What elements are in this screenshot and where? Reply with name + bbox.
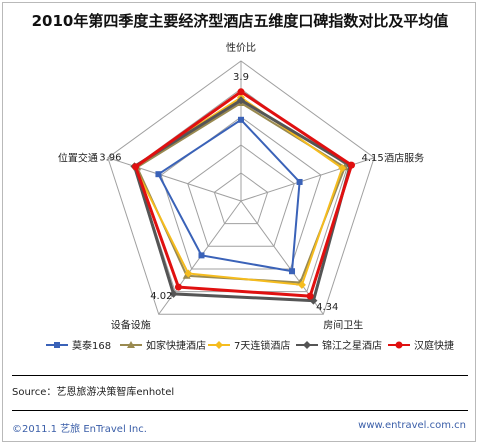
- data-label-3: 4.02: [150, 291, 172, 302]
- legend-label-2: 7天连锁酒店: [234, 339, 290, 352]
- legend-label-4: 汉庭快捷: [414, 339, 454, 352]
- legend-marker-4: [395, 341, 403, 349]
- series-0-point-4: [155, 171, 162, 178]
- website-link[interactable]: www.entravel.com.cn: [358, 420, 466, 431]
- divider-top: [12, 375, 468, 376]
- axis-label-2: 房间卫生: [323, 318, 363, 331]
- axis-label-0: 性价比: [226, 41, 256, 54]
- grid-ring-3: [160, 116, 322, 270]
- axis-label-4: 位置交通: [58, 152, 98, 165]
- series-3-point-3: [169, 289, 178, 298]
- series-4-point-3: [174, 283, 182, 291]
- series-0-point-1: [296, 178, 303, 185]
- legend-label-0: 莫泰168: [72, 339, 111, 352]
- series-2-point-2: [297, 280, 306, 289]
- data-label-0: 3.9: [233, 72, 249, 83]
- legend-marker-0: [54, 342, 60, 348]
- series-line-0: [157, 118, 301, 273]
- grid-ring-2: [187, 144, 295, 247]
- axis-label-3: 设备设施: [111, 318, 151, 331]
- legend-label-3: 锦江之星酒店: [322, 339, 382, 352]
- data-label-2: 4.34: [316, 302, 338, 313]
- legend-marker-2: [215, 341, 223, 349]
- series-4-point-4: [132, 163, 140, 171]
- series-line-4: [133, 89, 354, 298]
- series-3-point-0: [237, 96, 245, 105]
- grid-ring-5: [107, 60, 375, 315]
- series-0-point-3: [198, 252, 205, 259]
- series-4-point-2: [306, 292, 314, 300]
- series-0-point-0: [238, 116, 244, 123]
- legend-label-1: 如家快捷酒店: [146, 339, 206, 352]
- series-2-point-3: [184, 269, 193, 278]
- series-4-point-1: [348, 161, 356, 169]
- legend-marker-1: [127, 341, 135, 348]
- data-label-1: 4.15: [362, 153, 384, 164]
- legend-marker-3: [303, 341, 311, 349]
- data-label-4: 3.96: [99, 153, 121, 164]
- axis-spoke-4: [107, 157, 242, 202]
- copyright-text: ©2011.1 艺旅 EnTravel Inc.: [12, 424, 147, 435]
- divider-bottom: [12, 410, 468, 411]
- series-4-point-0: [237, 88, 245, 96]
- grid-ring-1: [213, 172, 269, 225]
- source-note: Source：艺恩旅游决策智库enhotel: [12, 387, 175, 398]
- series-2-point-1: [338, 164, 347, 173]
- series-line-2: [133, 96, 344, 286]
- axis-label-1: 酒店服务: [384, 152, 424, 165]
- chart-frame: [2, 2, 476, 442]
- chart-title: 2010年第四季度主要经济型酒店五维度口碑指数对比及平均值: [31, 12, 449, 30]
- series-0-point-2: [289, 268, 296, 275]
